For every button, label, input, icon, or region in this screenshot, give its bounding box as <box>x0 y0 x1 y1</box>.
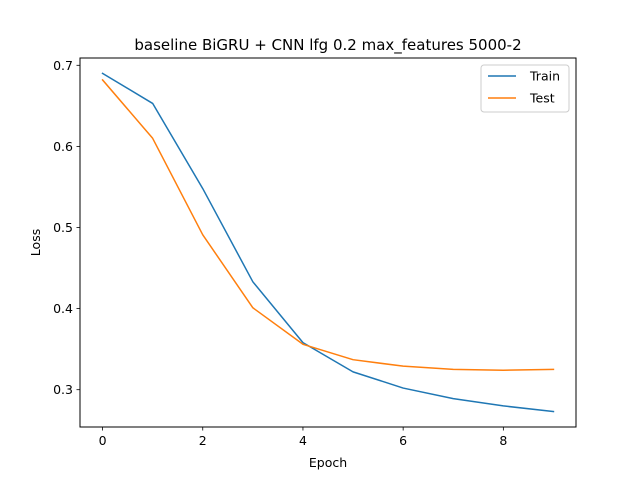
y-tick-label: 0.4 <box>53 301 73 316</box>
chart-title: baseline BiGRU + CNN lfg 0.2 max_feature… <box>134 36 521 55</box>
y-tick-label: 0.7 <box>53 58 73 73</box>
y-tick-label: 0.5 <box>53 220 73 235</box>
series-layer <box>101 72 555 413</box>
series-line-train <box>101 72 555 413</box>
legend-label-train: Train <box>529 69 560 84</box>
plot-frame <box>79 57 577 428</box>
x-tick-label: 2 <box>199 433 207 448</box>
y-axis: 0.3 0.4 0.5 0.6 0.7 <box>53 58 80 397</box>
x-tick-label: 6 <box>399 433 407 448</box>
x-axis-label: Epoch <box>309 455 347 470</box>
x-tick-label: 4 <box>299 433 307 448</box>
y-tick-label: 0.6 <box>53 139 73 154</box>
y-axis-label: Loss <box>28 229 43 256</box>
legend-label-test: Test <box>529 91 555 106</box>
y-tick-label: 0.3 <box>53 382 73 397</box>
x-tick-label: 0 <box>99 433 107 448</box>
legend: Train Test <box>480 64 570 113</box>
x-tick-label: 8 <box>499 433 507 448</box>
x-axis: 0 2 4 6 8 <box>99 427 507 448</box>
series-line-test <box>101 78 555 371</box>
